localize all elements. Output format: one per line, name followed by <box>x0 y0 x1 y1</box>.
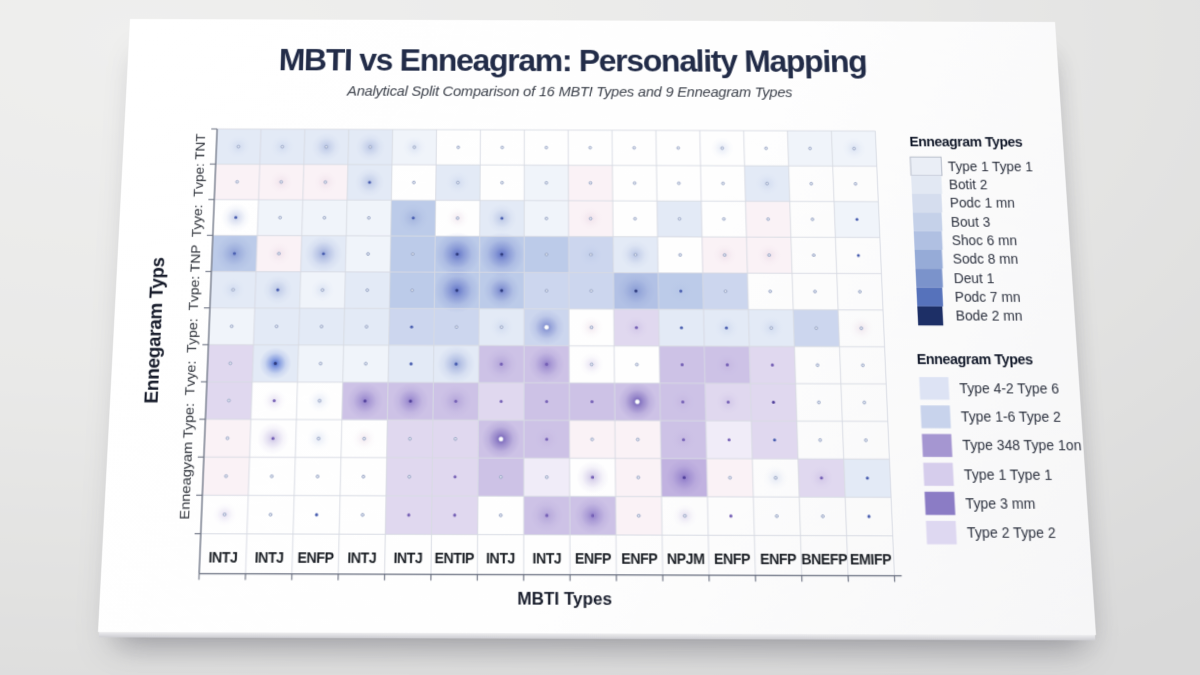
svg-text:ENFP: ENFP <box>575 550 612 567</box>
svg-text:Type 2 Type 2: Type 2 Type 2 <box>967 524 1057 541</box>
svg-text:NPJM: NPJM <box>667 551 705 568</box>
svg-text:Bode 2 mn: Bode 2 mn <box>955 308 1023 324</box>
svg-text:ENFP: ENFP <box>297 549 334 566</box>
svg-text:INTJ: INTJ <box>347 550 377 567</box>
svg-text:MBTI vs Enneagram: Personality: MBTI vs Enneagram: Personality Mapping <box>278 43 867 79</box>
svg-text:ENFP: ENFP <box>760 551 797 568</box>
svg-text:Type 4-2 Type 6: Type 4-2 Type 6 <box>959 380 1059 396</box>
svg-text:INTJ: INTJ <box>208 549 238 566</box>
svg-text:INTJ: INTJ <box>532 550 561 567</box>
svg-text:Ennegaram Typs: Ennegaram Typs <box>140 257 168 404</box>
svg-text:Enneagram Types: Enneagram Types <box>916 352 1033 368</box>
svg-text:Analytical Split Comparison of: Analytical Split Comparison of 16 MBTI T… <box>346 83 793 100</box>
svg-text:Podc 1 mn: Podc 1 mn <box>949 196 1015 212</box>
svg-text:ENFP: ENFP <box>714 551 751 568</box>
svg-text:Type 3 mm: Type 3 mm <box>965 495 1036 512</box>
svg-text:Podc 7 mn: Podc 7 mn <box>954 289 1021 305</box>
svg-text:Type 348 Type 1on: Type 348 Type 1on <box>962 437 1082 454</box>
svg-text:Type 1-6 Type 2: Type 1-6 Type 2 <box>961 409 1062 425</box>
svg-text:Enneagram Types: Enneagram Types <box>909 135 1023 150</box>
svg-text:Deut 1: Deut 1 <box>953 270 994 286</box>
svg-text:INTJ: INTJ <box>486 550 515 567</box>
svg-text:INTJ: INTJ <box>254 549 284 566</box>
svg-text:ENTIP: ENTIP <box>434 550 475 567</box>
svg-text:Sodc 8 mn: Sodc 8 mn <box>952 251 1018 267</box>
svg-text:Bout 3: Bout 3 <box>950 214 990 230</box>
svg-text:BNEFP: BNEFP <box>801 551 848 568</box>
svg-text:INTJ: INTJ <box>393 550 422 567</box>
svg-text:MBTI Types: MBTI Types <box>517 590 612 609</box>
svg-text:Botit 2: Botit 2 <box>948 177 987 192</box>
svg-text:Type 1 Type 1: Type 1 Type 1 <box>948 159 1034 174</box>
svg-text:ENFP: ENFP <box>621 550 658 567</box>
svg-text:Type 1 Type 1: Type 1 Type 1 <box>964 466 1053 483</box>
svg-text:Shoc 6 mn: Shoc 6 mn <box>951 233 1017 249</box>
svg-text:EMIFP: EMIFP <box>850 551 893 568</box>
